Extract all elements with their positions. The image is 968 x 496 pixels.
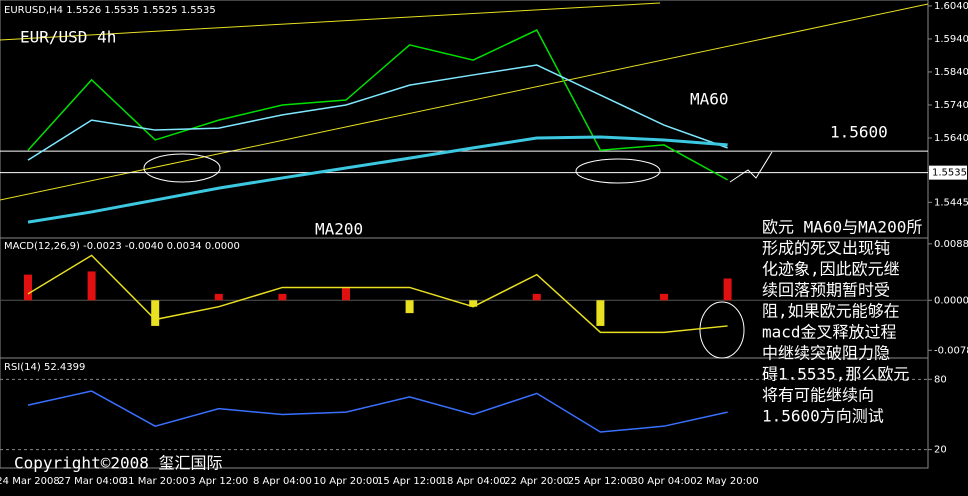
highlight-ellipse — [143, 153, 221, 183]
y-tick-label: 20 — [934, 445, 947, 456]
frame — [0, 0, 929, 469]
x-tick-label: 24 Mar 2008 — [0, 476, 60, 487]
bar — [214, 293, 223, 301]
series-label: MA200 — [315, 220, 363, 239]
y-tick-label: 1.5640 — [934, 133, 968, 144]
x-tick-label: 25 Apr 12:00 — [568, 476, 633, 487]
highlight-ellipse — [575, 158, 661, 184]
annotation-line: 中继续突破阻力隐 — [762, 344, 890, 363]
bar — [278, 293, 287, 301]
bar — [87, 271, 96, 301]
arrow — [729, 151, 773, 183]
x-tick-label: 15 Apr 12:00 — [377, 476, 442, 487]
series-line — [27, 64, 728, 161]
price-label: 1.5535 — [932, 168, 967, 179]
y-tick-label: 1.5840 — [934, 67, 968, 78]
bar — [723, 278, 732, 301]
annotation-line: 欧元 MA60与MA200所 — [762, 218, 922, 237]
bar — [596, 300, 605, 326]
y-tick-label: 0.0088 — [934, 239, 968, 250]
x-tick-label: 27 Mar 04:00 — [58, 476, 125, 487]
x-tick-label: 30 Apr 04:00 — [631, 476, 696, 487]
annotation-line: 阻,如果欧元能够在 — [762, 302, 900, 321]
series-line — [27, 29, 728, 181]
x-tick-label: 22 Apr 20:00 — [504, 476, 569, 487]
x-tick-label: 31 Mar 20:00 — [122, 476, 189, 487]
panel-title: MACD(12,26,9) -0.0023 -0.0040 0.0034 0.0… — [4, 241, 240, 252]
x-tick-label: 2 May 20:00 — [696, 476, 758, 487]
level-label: 1.5600 — [830, 123, 888, 142]
annotation-line: 续回落预期暂时受 — [762, 281, 890, 300]
bar — [342, 287, 350, 301]
series-line — [27, 135, 728, 224]
x-tick-label: 18 Apr 04:00 — [441, 476, 506, 487]
y-tick-label: 1.5740 — [934, 100, 968, 111]
bar — [24, 274, 32, 301]
trend-line — [0, 2, 661, 41]
series-label: MA60 — [690, 90, 729, 109]
panel-title: RSI(14) 52.4399 — [4, 362, 85, 373]
y-tick-label: 1.5940 — [934, 34, 968, 45]
y-tick-label: 1.6040 — [934, 1, 968, 12]
copyright: Copyright©2008 玺汇国际 — [14, 454, 223, 473]
price-tag — [929, 165, 967, 180]
annotation-line: 形成的死叉出现钝 — [762, 239, 890, 258]
bar — [660, 293, 668, 301]
bar — [405, 300, 414, 314]
bar — [469, 300, 478, 307]
chart-title: EUR/USD 4h — [20, 28, 116, 47]
annotation-line: 碍1.5535,那么欧元 — [762, 365, 909, 384]
bar — [151, 300, 160, 326]
annotation-line: 1.5600方向测试 — [762, 407, 884, 426]
header: EURUSD,H4 1.5526 1.5535 1.5525 1.5535 — [4, 5, 216, 16]
x-tick-label: 10 Apr 20:00 — [313, 476, 378, 487]
annotation-line: 化迹象,因此欧元继 — [762, 260, 900, 279]
signal-line — [27, 254, 728, 334]
x-tick-label: 3 Apr 12:00 — [189, 476, 248, 487]
annotation-line: 将有可能继续向 — [762, 386, 874, 405]
bar — [532, 293, 541, 301]
highlight-ellipse — [699, 301, 745, 359]
y-tick-label: 0.0000 — [934, 295, 968, 306]
series-line — [27, 390, 728, 433]
x-tick-label: 8 Apr 04:00 — [253, 476, 312, 487]
y-tick-label: 80 — [934, 374, 947, 385]
trend-line — [0, 3, 929, 201]
annotation-line: macd金叉释放过程 — [762, 323, 897, 342]
y-tick-label: 1.5445 — [934, 197, 968, 208]
